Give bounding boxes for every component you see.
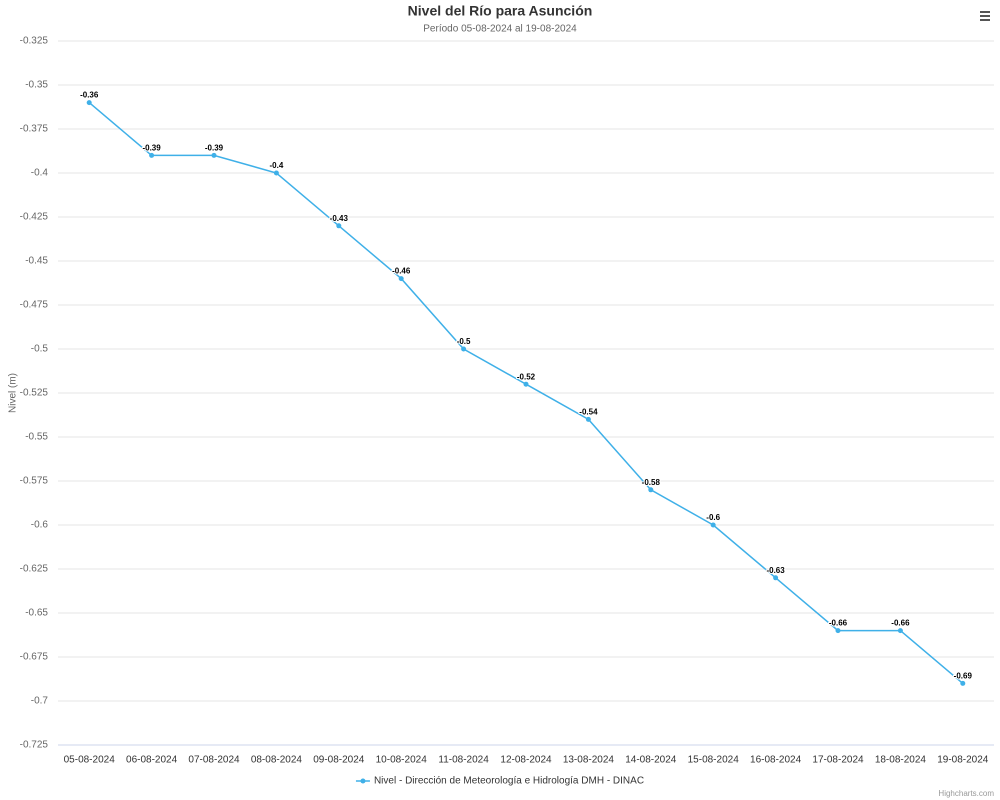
y-tick-label: -0.575 [20,476,49,487]
y-tick-label: -0.35 [25,80,48,91]
data-label: -0.6 [706,513,720,522]
x-tick-label: 19-08-2024 [937,755,989,766]
y-tick-label: -0.525 [20,388,49,399]
point-marker [336,223,342,229]
legend-symbol [360,778,366,784]
legend-label: Nivel - Dirección de Meteorología e Hidr… [374,776,644,787]
point-marker [273,170,279,176]
point-marker [710,522,716,528]
x-tick-label: 08-08-2024 [251,755,303,766]
y-tick-label: -0.375 [20,124,49,135]
y-tick-label: -0.45 [25,256,48,267]
data-label: -0.5 [457,337,471,346]
y-tick-label: -0.425 [20,212,49,223]
point-marker [773,575,779,581]
y-tick-label: -0.65 [25,608,48,619]
chart-title: Nivel del Río para Asunción [408,3,593,19]
y-tick-label: -0.7 [31,696,49,707]
point-marker [461,346,467,352]
x-tick-label: 15-08-2024 [688,755,740,766]
y-axis-title: Nivel (m) [8,373,19,413]
menu-button[interactable] [978,10,992,23]
point-marker [211,152,217,158]
y-tick-label: -0.725 [20,740,49,751]
data-label: -0.43 [330,214,349,223]
data-label: -0.4 [270,161,284,170]
x-tick-label: 06-08-2024 [126,755,178,766]
x-tick-label: 14-08-2024 [625,755,677,766]
x-tick-label: 13-08-2024 [563,755,615,766]
chart-subtitle: Período 05-08-2024 al 19-08-2024 [423,24,577,35]
data-label: -0.69 [954,672,973,681]
x-tick-label: 11-08-2024 [438,755,489,766]
data-label: -0.36 [80,91,99,100]
x-tick-label: 05-08-2024 [64,755,116,766]
y-tick-label: -0.5 [31,344,49,355]
y-tick-label: -0.325 [20,36,49,47]
data-label: -0.46 [392,267,411,276]
data-label: -0.39 [205,144,224,153]
x-tick-label: 07-08-2024 [188,755,240,766]
point-marker [523,381,529,387]
y-tick-label: -0.6 [31,520,49,531]
point-marker [897,628,903,634]
data-label: -0.66 [829,619,848,628]
data-label: -0.54 [579,408,598,417]
y-tick-label: -0.4 [31,168,49,179]
point-marker [398,276,404,282]
y-tick-label: -0.625 [20,564,49,575]
y-tick-label: -0.475 [20,300,49,311]
x-tick-label: 16-08-2024 [750,755,802,766]
data-label: -0.39 [142,144,161,153]
y-tick-label: -0.55 [25,432,48,443]
x-tick-label: 10-08-2024 [376,755,428,766]
data-label: -0.52 [517,372,536,381]
point-marker [585,416,591,422]
legend-item: Nivel - Dirección de Meteorología e Hidr… [355,776,644,787]
point-marker [86,100,92,106]
point-marker [149,152,155,158]
x-tick-label: 09-08-2024 [313,755,365,766]
x-tick-label: 12-08-2024 [500,755,552,766]
data-label: -0.58 [642,478,661,487]
x-tick-label: 18-08-2024 [875,755,927,766]
point-marker [960,680,966,686]
y-tick-label: -0.675 [20,652,49,663]
x-tick-label: 17-08-2024 [812,755,864,766]
data-label: -0.63 [766,566,785,575]
point-marker [648,487,654,493]
data-label: -0.66 [891,619,910,628]
credits: Highcharts.com [938,789,994,798]
point-marker [835,628,841,634]
